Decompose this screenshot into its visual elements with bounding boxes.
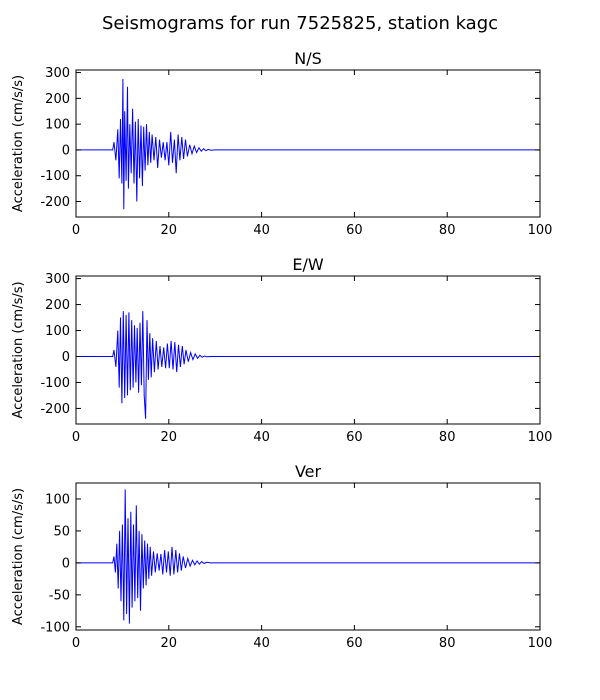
x-tick-label-ew: 0 bbox=[72, 430, 80, 445]
panel-ns: N/S Acceleration (cm/s/s) 0 20 40 60 80 100 -200… bbox=[11, 49, 552, 238]
y-tick-label-ew: -200 bbox=[40, 402, 70, 417]
y-axis-label-ns: Acceleration (cm/s/s) bbox=[11, 75, 26, 212]
panels: N/S Acceleration (cm/s/s) 0 20 40 60 80 100 -200… bbox=[11, 49, 552, 651]
x-tick-label-ew: 100 bbox=[528, 430, 553, 445]
y-tick-label-ver: 100 bbox=[45, 492, 70, 507]
x-tick-label-ver: 80 bbox=[439, 636, 456, 651]
plot-frame-ver bbox=[75, 482, 541, 631]
y-tick-label-ns: -200 bbox=[40, 195, 70, 210]
x-tick-label-ns: 80 bbox=[439, 223, 456, 238]
x-tick-label-ver: 60 bbox=[346, 636, 363, 651]
y-tick-label-ew: -100 bbox=[40, 376, 70, 391]
y-tick-label-ver: -50 bbox=[49, 588, 70, 603]
x-tick-label-ns: 40 bbox=[253, 223, 270, 238]
y-tick-label-ew: 200 bbox=[45, 298, 70, 313]
y-tick-label-ew: 0 bbox=[62, 350, 70, 365]
figure-title: Seismograms for run 7525825, station kag… bbox=[102, 13, 498, 34]
x-tick-label-ns: 0 bbox=[72, 223, 80, 238]
y-tick-label-ver: -100 bbox=[40, 620, 70, 635]
x-tick-label-ew: 40 bbox=[253, 430, 270, 445]
y-tick-label-ew: 300 bbox=[45, 272, 70, 287]
x-tick-label-ns: 100 bbox=[528, 223, 553, 238]
y-tick-label-ver: 0 bbox=[62, 556, 70, 571]
y-tick-label-ns: 100 bbox=[45, 118, 70, 133]
x-tick-label-ver: 0 bbox=[72, 636, 80, 651]
y-tick-label-ns: 200 bbox=[45, 92, 70, 107]
panel-title-ew: E/W bbox=[292, 255, 324, 274]
x-tick-label-ns: 20 bbox=[161, 223, 178, 238]
seismogram-trace-ew bbox=[76, 311, 540, 419]
seismogram-trace-ver bbox=[76, 489, 540, 624]
y-tick-label-ns: -100 bbox=[40, 169, 70, 184]
y-tick-label-ns: 0 bbox=[62, 143, 70, 158]
y-tick-label-ew: 100 bbox=[45, 324, 70, 339]
y-axis-label-ew: Acceleration (cm/s/s) bbox=[11, 281, 26, 418]
panel-ver: Ver Acceleration (cm/s/s) 0 20 40 60 80 100 -100… bbox=[11, 462, 552, 651]
x-tick-label-ew: 60 bbox=[346, 430, 363, 445]
plot-frame-ns bbox=[75, 69, 541, 218]
x-tick-label-ver: 20 bbox=[161, 636, 178, 651]
panel-title-ver: Ver bbox=[295, 462, 322, 481]
panel-ew: E/W Acceleration (cm/s/s) 0 20 40 60 80 100 -200… bbox=[11, 255, 552, 445]
y-axis-label-ver: Acceleration (cm/s/s) bbox=[11, 488, 26, 625]
panel-title-ns: N/S bbox=[294, 49, 322, 68]
seismogram-trace-ns bbox=[76, 78, 540, 210]
y-tick-label-ns: 300 bbox=[45, 66, 70, 81]
x-tick-label-ver: 40 bbox=[253, 636, 270, 651]
x-tick-label-ns: 60 bbox=[346, 223, 363, 238]
plot-frame-ew bbox=[75, 275, 541, 425]
x-tick-label-ew: 20 bbox=[161, 430, 178, 445]
y-tick-label-ver: 50 bbox=[53, 524, 70, 539]
x-tick-label-ver: 100 bbox=[528, 636, 553, 651]
x-tick-label-ew: 80 bbox=[439, 430, 456, 445]
